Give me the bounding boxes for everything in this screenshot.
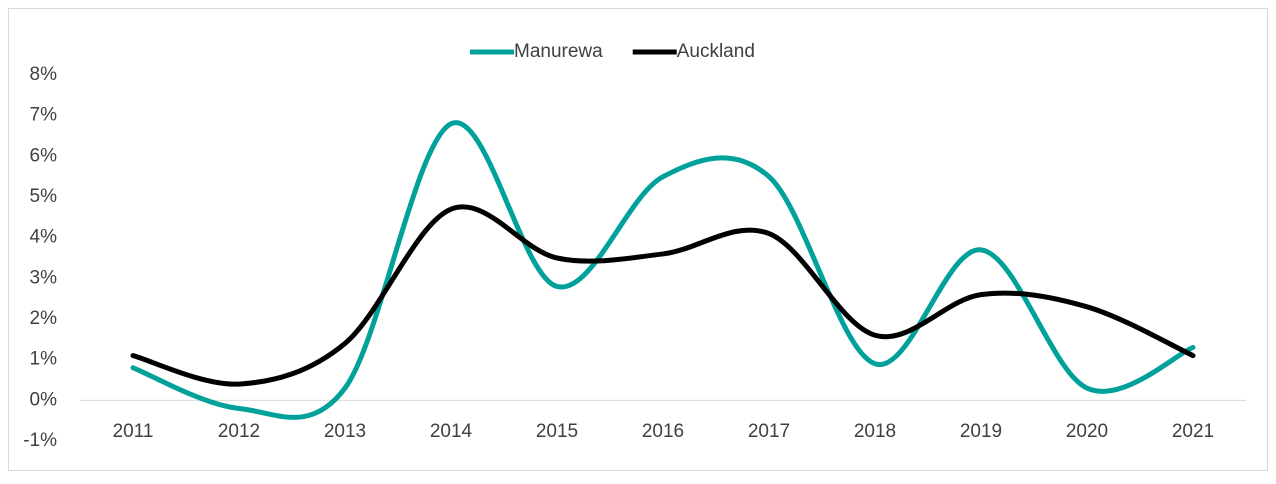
x-tick-label: 2020: [1066, 421, 1108, 442]
y-tick-label: 1%: [30, 349, 58, 370]
y-tick-label: 2%: [30, 308, 58, 329]
x-tick-label: 2016: [642, 421, 684, 442]
x-tick-label: 2013: [324, 421, 366, 442]
x-tick-label: 2019: [960, 421, 1002, 442]
y-tick-label: 4%: [30, 227, 58, 248]
x-tick-label: 2017: [748, 421, 790, 442]
y-tick-label: 7%: [30, 105, 58, 126]
x-tick-label: 2014: [430, 421, 473, 442]
y-tick-label: 0%: [30, 389, 58, 410]
x-tick-label: 2018: [854, 421, 896, 442]
legend-label: Auckland: [677, 41, 755, 62]
line-series: [130, 120, 1196, 420]
y-tick-label: -1%: [23, 430, 57, 451]
y-tick-label: 6%: [30, 145, 58, 166]
x-tick-label: 2015: [536, 421, 578, 442]
y-tick-label: 5%: [30, 186, 58, 207]
x-tick-label: 2021: [1172, 421, 1214, 442]
x-tick-label: 2011: [113, 421, 154, 442]
y-tick-label: 3%: [30, 267, 58, 288]
x-tick-label: 2012: [218, 421, 260, 442]
y-tick-label: 8%: [30, 64, 58, 85]
chart-frame: [8, 8, 1268, 471]
legend-label: Manurewa: [514, 41, 603, 62]
line-series: [130, 204, 1196, 387]
